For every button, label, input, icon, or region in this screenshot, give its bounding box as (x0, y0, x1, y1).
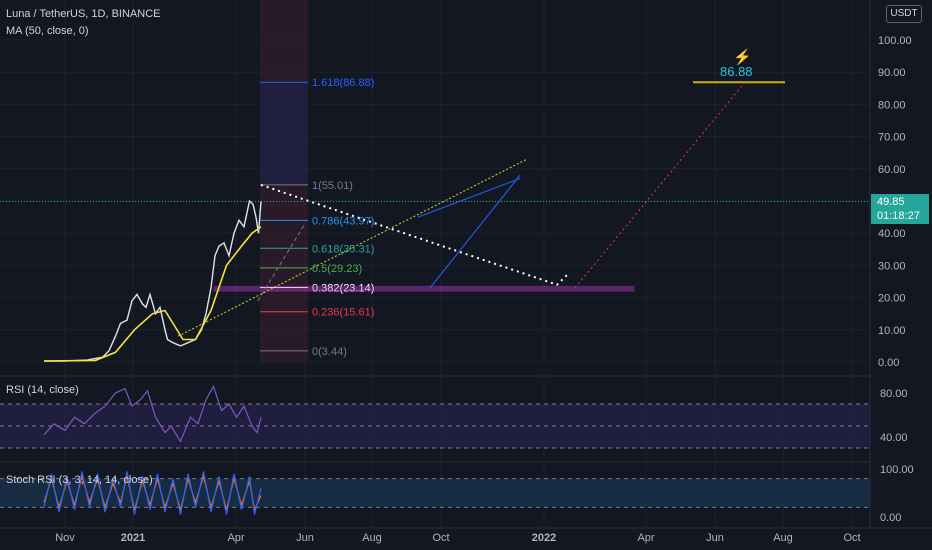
fib-extension-zone (260, 82, 308, 185)
wedge-upper-line (417, 177, 521, 218)
time-tick-label: Jun (296, 532, 314, 544)
last-price-tag: 49.85 01:18:27 (871, 194, 929, 224)
channel-upper-line (177, 158, 528, 337)
lightning-icon: ⚡ (733, 49, 752, 66)
price-tick-label: 30.00 (878, 260, 906, 272)
time-tick-label: Aug (773, 532, 793, 544)
bar-countdown: 01:18:27 (877, 210, 920, 222)
stoch-tick-label: 0.00 (880, 512, 901, 524)
target-projection-line (574, 81, 746, 289)
price-tick-label: 40.00 (878, 228, 906, 240)
last-price-value: 49.85 (877, 196, 905, 208)
symbol-title[interactable]: Luna / TetherUS, 1D, BINANCE (6, 8, 161, 20)
ma-series-line (43, 226, 262, 362)
stoch-k-line (43, 471, 262, 515)
fib-trend-line (257, 223, 306, 302)
time-tick-label: Aug (362, 532, 382, 544)
price-tick-label: 0.00 (878, 357, 899, 369)
fib-level-label: 0.382(23.14) (312, 282, 374, 294)
price-tick-label: 70.00 (878, 132, 906, 144)
fib-level-label: 0.786(43.97) (312, 215, 374, 227)
time-tick-label: Apr (227, 532, 244, 544)
price-tick-label: 60.00 (878, 164, 906, 176)
stoch-tick-label: 100.00 (880, 464, 914, 476)
fib-level-label: 0.5(29.23) (312, 263, 362, 275)
time-tick-label: Apr (637, 532, 654, 544)
rsi-tick-label: 80.00 (880, 388, 908, 400)
price-tick-label: 10.00 (878, 325, 906, 337)
price-tick-label: 100.00 (878, 35, 912, 47)
stoch-band (0, 478, 870, 508)
wedge-lower-line (429, 174, 521, 289)
time-tick-label: 2022 (532, 532, 556, 544)
price-tick-label: 90.00 (878, 67, 906, 79)
fib-level-label: 0.236(15.61) (312, 307, 374, 319)
currency-button[interactable]: USDT (886, 5, 922, 23)
time-tick-label: Jun (706, 532, 724, 544)
support-zone (213, 285, 635, 292)
time-tick-label: Nov (55, 532, 75, 544)
fib-level-label: 0(3.44) (312, 346, 347, 358)
price-series-line (44, 199, 262, 362)
projection-arrow (260, 183, 568, 286)
fib-level-label: 1.618(86.88) (312, 77, 374, 89)
time-tick-label: 2021 (121, 532, 145, 544)
fib-level-label: 1(55.01) (312, 180, 353, 192)
ma-legend[interactable]: MA (50, close, 0) (6, 25, 89, 37)
time-tick-label: Oct (432, 532, 449, 544)
price-tick-label: 20.00 (878, 293, 906, 305)
rsi-series-line (43, 384, 262, 443)
time-tick-label: Oct (843, 532, 860, 544)
rsi-legend[interactable]: RSI (14, close) (6, 384, 79, 396)
stoch-rsi-legend[interactable]: Stoch RSI (3, 3, 14, 14, close) (6, 474, 153, 486)
price-tick-label: 80.00 (878, 99, 906, 111)
target-price-label: 86.88 (720, 64, 753, 79)
fib-level-label: 0.618(35.31) (312, 243, 374, 255)
rsi-tick-label: 40.00 (880, 432, 908, 444)
